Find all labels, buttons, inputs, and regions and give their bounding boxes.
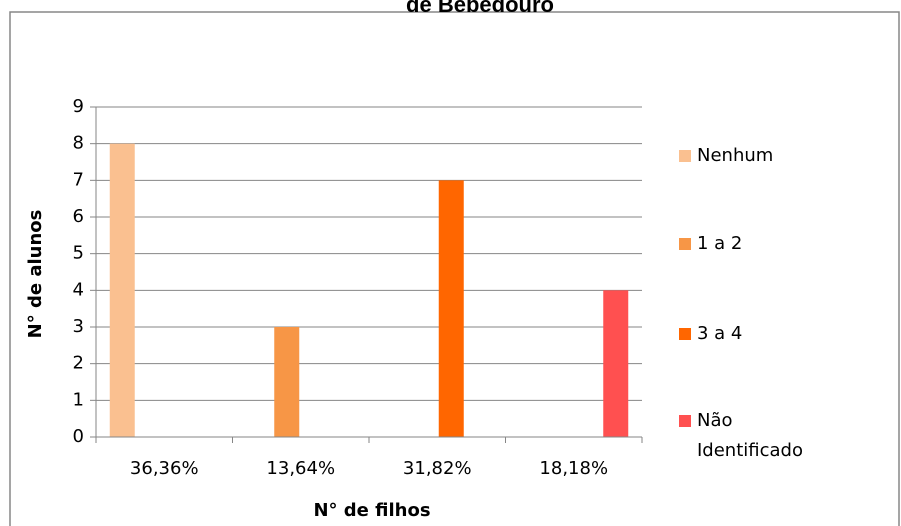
legend-swatch <box>679 150 691 162</box>
x-tick-label: 13,64% <box>266 458 335 479</box>
plot-area: 0 1 2 3 4 5 6 7 8 9 36,36% 13,64% 31,82% 18,18% <box>73 96 643 479</box>
y-tick-label: 8 <box>73 133 84 154</box>
y-tick-label: 2 <box>73 353 84 374</box>
chart-title: de Bebedouro <box>406 0 554 17</box>
legend-label: Nenhum <box>697 145 773 166</box>
y-tick-label: 1 <box>73 389 84 410</box>
bar-4 <box>603 290 629 437</box>
x-tick-label: 18,18% <box>539 458 608 479</box>
legend-swatch <box>679 415 691 427</box>
legend-swatch <box>679 238 691 250</box>
y-tick-label: 9 <box>73 96 84 117</box>
x-tick-label: 36,36% <box>130 458 199 479</box>
bar-2 <box>274 327 300 437</box>
legend-label: 3 a 4 <box>697 323 742 344</box>
y-tick-label: 4 <box>73 279 84 300</box>
y-tick-label: 6 <box>73 206 84 227</box>
bar-3 <box>438 180 464 438</box>
legend: Nenhum 1 a 2 3 a 4 Não Identificado <box>679 145 803 461</box>
y-tick-label: 0 <box>73 426 84 447</box>
x-axis-label: N° de filhos <box>313 500 430 521</box>
legend-label: Não Identificado <box>697 410 803 461</box>
bar-1 <box>109 143 135 437</box>
x-tick-label: 31,82% <box>403 458 472 479</box>
y-tick-label: 3 <box>73 316 84 337</box>
legend-label: 1 a 2 <box>697 233 742 254</box>
legend-swatch <box>679 328 691 340</box>
y-tick-label: 5 <box>73 243 84 264</box>
y-axis-label: N° de alunos <box>25 210 46 339</box>
y-tick-label: 7 <box>73 169 84 190</box>
